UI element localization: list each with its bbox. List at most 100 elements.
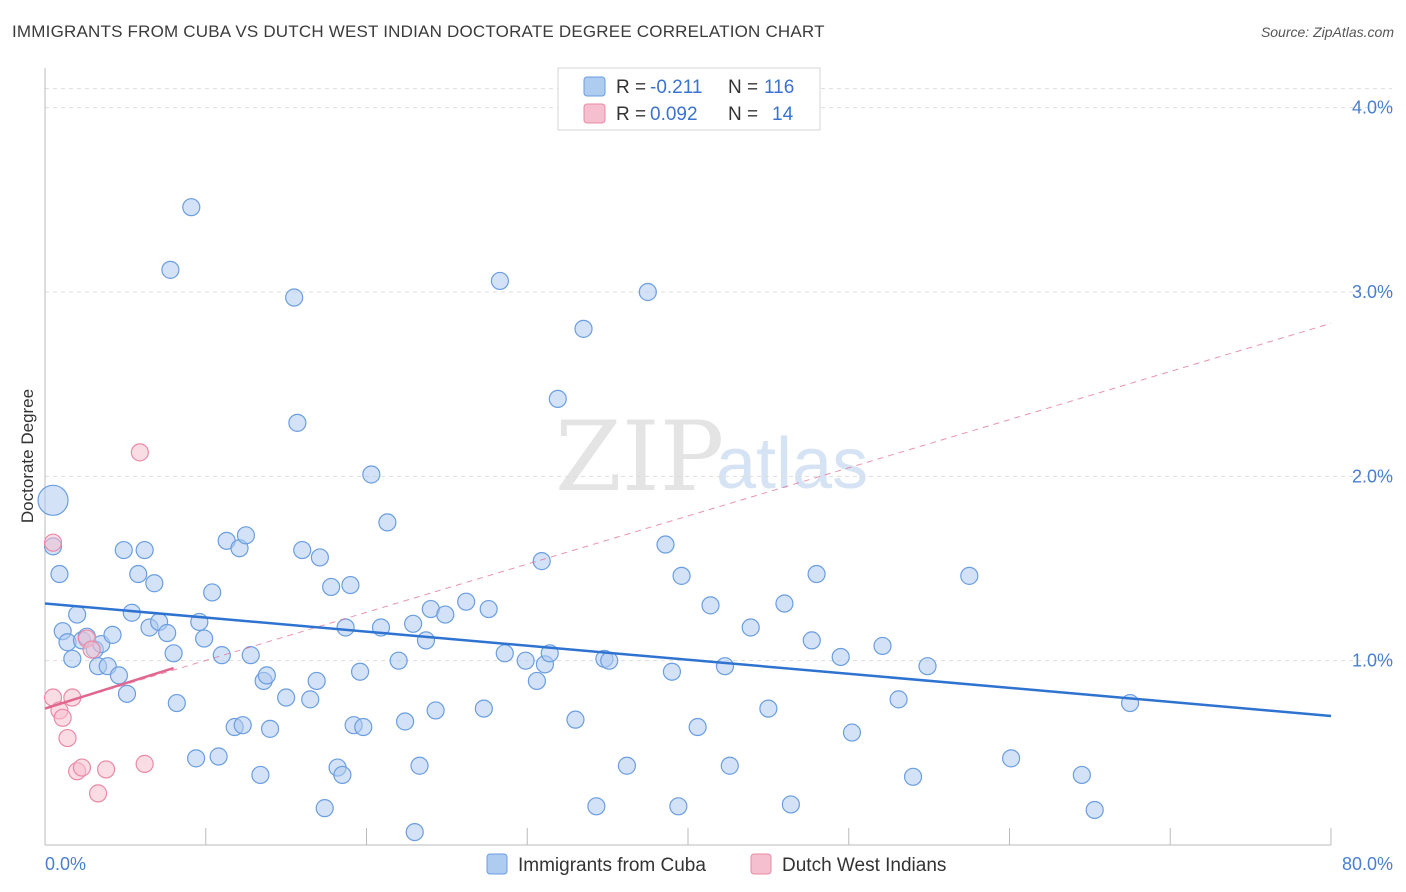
data-point [720,756,739,775]
data-point [479,599,498,619]
bottom-legend-swatch-pink [750,853,772,875]
data-point [362,465,381,484]
data-point [167,693,186,713]
data-point [212,646,231,665]
data-point [617,756,637,775]
data-point [195,629,214,648]
watermark-zip: ZIP [555,401,724,513]
data-point [410,756,429,775]
data-point [405,822,424,842]
watermark-atlas: atlas [716,424,868,504]
legend-r-label: R = [616,77,651,98]
y-tick-labels: 1.0% 2.0% 3.0% 4.0% [1352,98,1393,671]
grid [45,88,1392,662]
data-point [672,566,691,585]
trend-line-pink [44,666,174,710]
data-point [63,649,82,668]
trend-line-blue [44,602,1332,718]
data-point [873,636,892,656]
data-point [88,784,108,803]
data-point [389,651,408,670]
data-point [1002,749,1021,768]
data-point [145,574,164,593]
data-point [1072,765,1091,785]
data-point [918,657,937,676]
data-point [807,564,826,584]
data-point [378,513,397,532]
data-point [566,710,585,729]
data-point [587,797,606,816]
legend-n-label: N = [728,77,763,98]
data-point [436,605,455,624]
watermark: ZIP atlas [555,401,868,513]
legend-n-value: 116 [764,77,794,98]
data-point [759,699,778,718]
legend-swatch-blue [583,76,606,97]
data-point [336,618,355,637]
data-point [600,651,619,670]
data-point [669,797,688,816]
data-point [404,614,423,633]
data-point [350,662,370,681]
data-point [656,535,675,554]
y-tick-label: 1.0% [1352,651,1393,671]
data-point [277,688,296,707]
legend-n-value: 14 [772,104,794,125]
data-point [1085,800,1104,820]
data-point [781,795,800,814]
bottom-legend: Immigrants from Cuba Dutch West Indians [486,853,946,876]
data-point [260,719,280,738]
data-point [802,631,821,650]
data-point [158,623,177,643]
legend: R = -0.211 N = 116 R = 0.092 N = 14 [557,67,821,131]
data-point [474,699,493,718]
data-point [903,767,923,786]
data-point [322,577,341,597]
data-point [53,708,72,727]
data-point [842,723,862,742]
data-point [527,671,546,691]
series-dutch-west-indians [43,443,154,803]
data-point [495,644,514,663]
data-point [103,625,122,644]
data-point [960,566,979,585]
data-point [72,758,92,777]
data-point [43,533,63,552]
data-point [662,662,682,681]
data-point [301,690,320,709]
x-tick-label-min: 0.0% [45,854,86,874]
data-point [182,198,201,217]
data-point [50,564,69,584]
legend-r-value: -0.211 [650,77,702,98]
bottom-legend-label-blue: Immigrants from Cuba [518,855,706,876]
data-point [416,631,436,650]
data-point [426,701,445,720]
data-point [333,765,352,785]
data-point [82,640,101,659]
legend-n-label: N = [728,104,763,125]
data-point [129,564,148,584]
data-point [161,260,180,279]
data-point [257,666,276,685]
bottom-legend-label-pink: Dutch West Indians [782,855,946,876]
y-tick-label: 2.0% [1352,466,1393,486]
data-point [209,747,228,766]
source-credit: Source: ZipAtlas.com [1260,24,1394,40]
data-point [341,575,360,595]
bottom-legend-swatch-blue [486,853,508,875]
data-point [130,443,149,462]
data-point [354,717,373,737]
chart-title: IMMIGRANTS FROM CUBA VS DUTCH WEST INDIA… [12,22,825,41]
x-tick-label-max: 80.0% [1342,854,1393,874]
legend-r-value: 0.092 [650,104,698,125]
data-point [889,690,908,709]
series-immigrants-from-cuba [37,198,1140,842]
data-point [241,646,260,665]
data-point [548,389,567,409]
data-point [233,716,252,735]
y-tick-label: 3.0% [1352,282,1393,302]
data-point [251,765,270,785]
data-point [293,540,312,560]
x-ticks [44,828,1332,845]
